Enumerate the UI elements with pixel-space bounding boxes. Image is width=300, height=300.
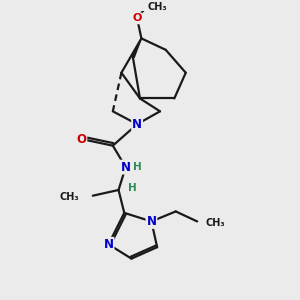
Text: CH₃: CH₃	[148, 2, 168, 12]
Text: N: N	[146, 215, 156, 228]
Text: O: O	[76, 134, 86, 146]
Text: CH₃: CH₃	[59, 192, 79, 202]
Polygon shape	[131, 38, 141, 58]
Text: O: O	[132, 14, 142, 23]
Text: N: N	[121, 160, 131, 174]
Text: N: N	[132, 118, 142, 131]
Text: H: H	[128, 183, 136, 193]
Text: H: H	[133, 161, 142, 172]
Text: CH₃: CH₃	[205, 218, 225, 228]
Text: N: N	[103, 238, 113, 251]
